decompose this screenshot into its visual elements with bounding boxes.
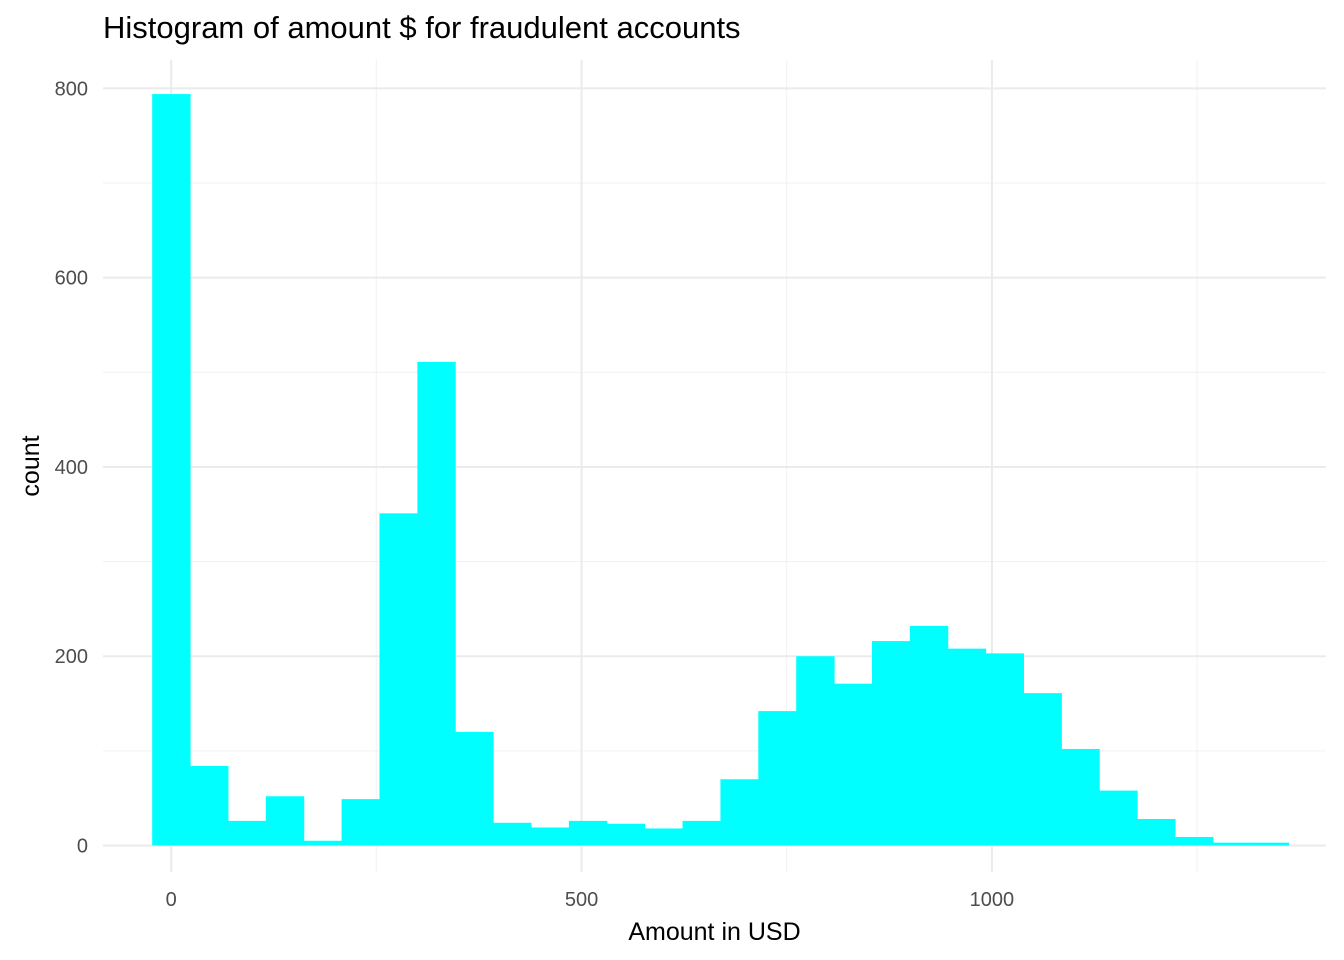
histogram-bar [758,711,797,846]
histogram-bar [417,361,456,846]
x-tick-labels: 0 500 1000 [166,889,1015,911]
y-tick-label: 200 [55,646,88,668]
y-tick-label: 0 [77,836,88,858]
histogram-bar [1212,842,1252,846]
x-tick-label: 500 [565,889,598,911]
histogram-bar [720,779,759,846]
y-axis-title: count [17,435,45,496]
histogram-bar [1023,693,1062,846]
y-tick-label: 600 [55,268,88,290]
histogram-bar [1175,836,1214,846]
histogram-bar [871,641,911,846]
x-tick-label: 0 [166,889,177,911]
histogram-bar [909,625,949,846]
histogram-bar [1061,748,1100,846]
histogram-bars [152,94,1290,846]
histogram-bar [1099,790,1138,846]
y-tick-labels: 0 200 400 600 800 [55,78,88,857]
x-tick-label: 1000 [970,889,1015,911]
histogram-bar [796,656,835,846]
histogram-bar [227,820,267,846]
histogram-bar [985,653,1024,846]
chart-title: Histogram of amount $ for fraudulent acc… [103,10,741,45]
histogram-bar [682,820,721,846]
histogram-bar [568,820,608,846]
histogram-bar [190,766,229,846]
y-tick-label: 800 [55,78,88,100]
histogram-bar [455,731,494,846]
y-tick-label: 400 [55,457,88,479]
histogram-bar [303,840,343,846]
histogram-bar [947,648,987,846]
histogram-bar [834,683,873,846]
major-gridlines [103,60,1326,872]
histogram-bar [606,823,646,846]
x-axis-title: Amount in USD [628,918,800,946]
histogram-bar [379,513,418,846]
histogram-bar [644,828,684,846]
histogram-bar [265,796,305,846]
histogram-bar [1250,842,1290,846]
histogram-bar [531,827,570,846]
histogram-bar [152,94,191,846]
histogram-bar [493,822,532,846]
histogram-bar [1137,819,1176,846]
histogram-bar [341,799,380,846]
